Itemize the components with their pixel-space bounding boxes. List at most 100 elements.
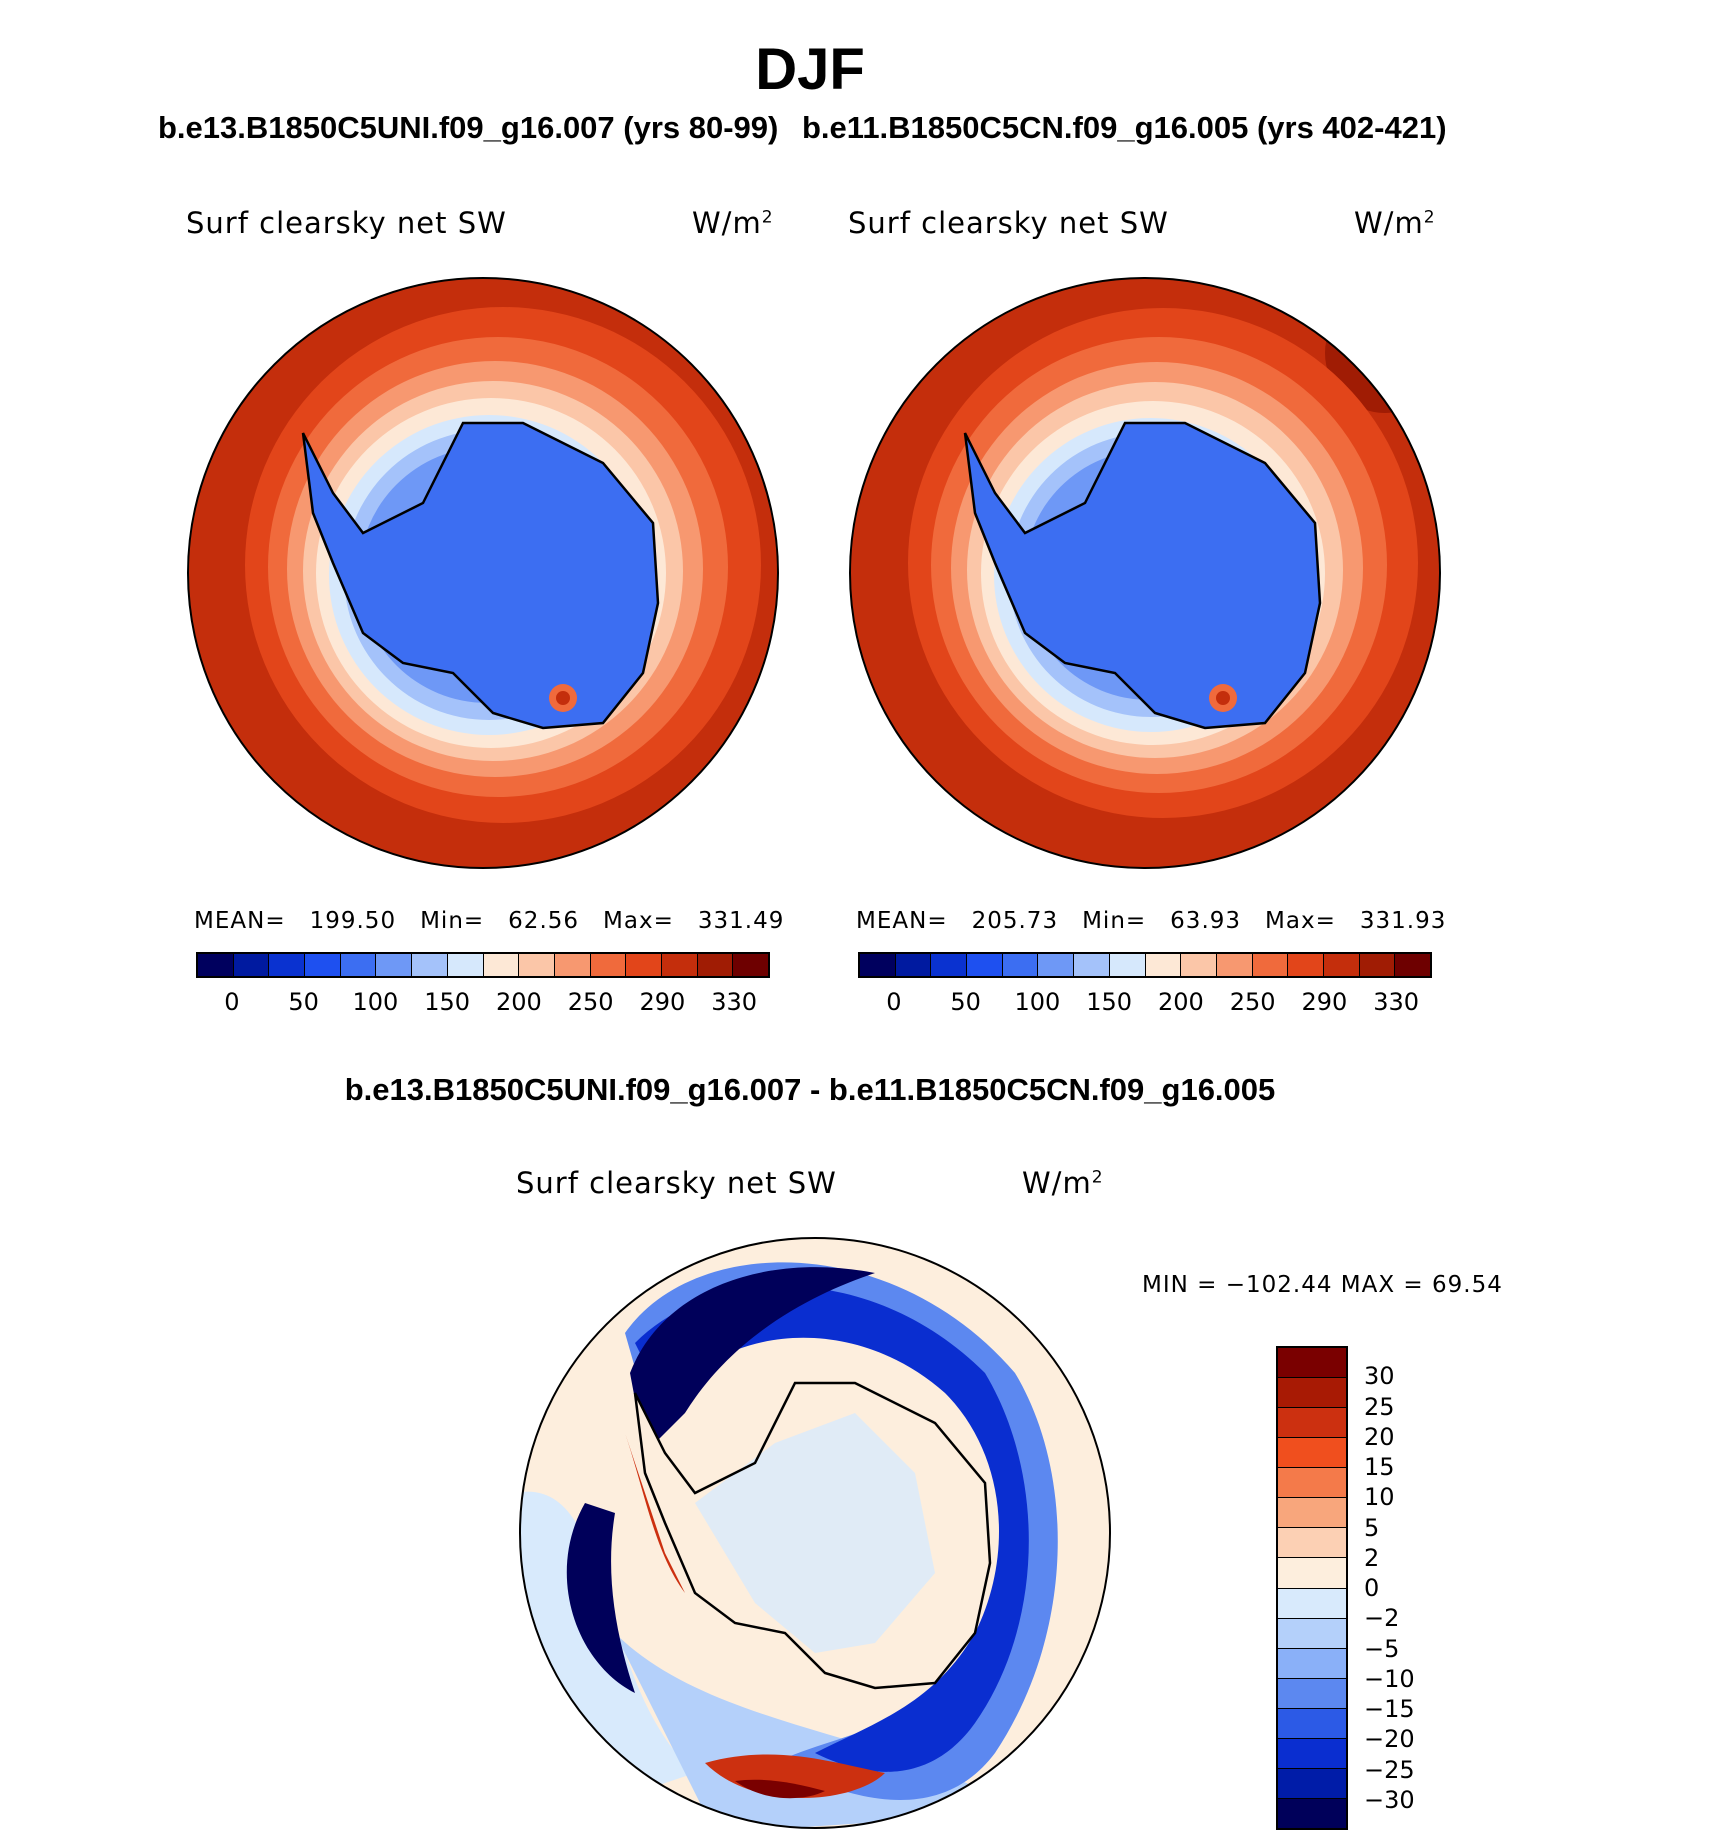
right-colorbar-ticks: 0 50 100 150 200 250 290 330 (858, 988, 1432, 1018)
diff-colorbar-tick-label: 2 (1364, 1543, 1380, 1572)
diff-minmax: MIN = −102.44 MAX = 69.54 (1142, 1272, 1503, 1298)
right-colorbar-swatch (931, 954, 968, 976)
left-colorbar-swatch (412, 954, 448, 976)
right-colorbar-swatch (1323, 954, 1360, 976)
left-min-value: 62.56 (508, 908, 580, 934)
diff-colorbar-tick-label: 5 (1364, 1513, 1380, 1542)
diff-units-label: W/m2 (1022, 1166, 1104, 1200)
diff-colorbar-tick-label: 20 (1364, 1422, 1395, 1451)
diff-variable-label: Surf clearsky net SW (516, 1166, 837, 1200)
left-polar-map (187, 277, 779, 869)
case2-header: b.e11.B1850C5CN.f09_g16.005 (yrs 402-421… (802, 110, 1447, 145)
right-mean-label: MEAN= (856, 908, 948, 934)
left-colorbar-swatch (305, 954, 341, 976)
left-min-label: Min= (420, 908, 485, 934)
right-colorbar-swatch (1002, 954, 1039, 976)
diff-colorbar-swatch (1278, 1708, 1346, 1739)
right-max-value: 331.93 (1359, 908, 1447, 934)
left-colorbar-swatch (590, 954, 627, 976)
diff-colorbar-swatch (1278, 1588, 1346, 1619)
right-max-label: Max= (1265, 908, 1336, 934)
right-stats: MEAN= 205.73 Min= 63.93 Max= 331.93 (856, 908, 1470, 934)
left-colorbar-swatch (626, 954, 662, 976)
diff-colorbar-tick-label: −25 (1364, 1755, 1415, 1784)
right-colorbar-tick-label: 200 (1157, 988, 1204, 1016)
diff-colorbar-swatch (1278, 1528, 1346, 1559)
right-colorbar-swatch (1038, 954, 1075, 976)
diff-colorbar-tick-label: 25 (1364, 1392, 1395, 1421)
diff-colorbar-swatch (1278, 1438, 1346, 1469)
left-colorbar-swatch (483, 954, 520, 976)
right-polar-map (849, 277, 1441, 869)
left-colorbar-tick-label: 100 (352, 988, 399, 1016)
diff-colorbar-swatch (1278, 1648, 1346, 1679)
diff-colorbar-swatch (1278, 1618, 1346, 1649)
left-colorbar-swatch (198, 954, 234, 976)
diff-colorbar-swatch (1278, 1798, 1346, 1828)
left-colorbar-swatch (233, 954, 270, 976)
right-colorbar-tick-label: 50 (950, 988, 981, 1016)
diff-colorbar-tick-label: 15 (1364, 1453, 1395, 1481)
left-colorbar-tick-label: 150 (424, 988, 471, 1016)
left-stats: MEAN= 199.50 Min= 62.56 Max= 331.49 (194, 908, 808, 934)
diff-colorbar-tick-label: 30 (1364, 1362, 1395, 1391)
diff-polar-map (519, 1237, 1111, 1829)
left-colorbar-tick-label: 50 (288, 988, 319, 1016)
left-mean-label: MEAN= (194, 908, 286, 934)
diff-colorbar-swatch (1278, 1738, 1346, 1769)
right-colorbar-tick-label: 290 (1301, 988, 1348, 1016)
season-title: DJF (755, 37, 865, 102)
left-variable-label: Surf clearsky net SW (186, 206, 507, 240)
right-colorbar-tick-label: 150 (1086, 988, 1133, 1016)
diff-colorbar-swatch (1278, 1468, 1346, 1499)
right-colorbar (858, 952, 1432, 978)
left-colorbar-ticks: 0 50 100 150 200 250 290 330 (196, 988, 770, 1018)
diff-colorbar-tick-label: −30 (1364, 1785, 1415, 1814)
diff-colorbar-swatch (1278, 1558, 1346, 1589)
diff-colorbar-tick-label: 10 (1364, 1483, 1395, 1512)
diff-colorbar-tick-label: −20 (1364, 1725, 1415, 1754)
right-units-label: W/m2 (1354, 206, 1436, 240)
right-min-label: Min= (1082, 908, 1147, 934)
right-colorbar-swatch (1252, 954, 1289, 976)
diff-colorbar-tick-label: −2 (1364, 1604, 1400, 1633)
diff-colorbar-tick-label: −10 (1364, 1664, 1415, 1693)
diff-colorbar-tick-label: 0 (1364, 1574, 1380, 1602)
diff-colorbar-swatch (1278, 1408, 1346, 1439)
diff-colorbar-swatch (1278, 1768, 1346, 1799)
right-mean-value: 205.73 (971, 908, 1059, 934)
left-max-value: 331.49 (697, 908, 785, 934)
right-colorbar-swatch (1109, 954, 1146, 976)
left-colorbar-swatch (733, 954, 768, 976)
left-max-label: Max= (603, 908, 674, 934)
right-colorbar-swatch (1395, 954, 1430, 976)
left-colorbar-swatch (519, 954, 555, 976)
diff-colorbar-tick-label: −15 (1364, 1695, 1415, 1723)
right-colorbar-swatch (1074, 954, 1110, 976)
right-colorbar-swatch (1181, 954, 1217, 976)
left-colorbar-swatch (554, 954, 591, 976)
right-min-value: 63.93 (1170, 908, 1242, 934)
left-mean-value: 199.50 (309, 908, 397, 934)
left-colorbar-tick-label: 290 (639, 988, 686, 1016)
diff-colorbar-swatch (1278, 1348, 1346, 1379)
left-colorbar-swatch (269, 954, 306, 976)
right-colorbar-tick-label: 330 (1373, 988, 1420, 1016)
left-units-label: W/m2 (692, 206, 774, 240)
diff-colorbar-ticks: 30 25 20 15 10 5 2 0 −2 −5 −10 −15 −20 −25 −30 (1364, 1346, 1444, 1830)
right-colorbar-swatch (967, 954, 1003, 976)
right-colorbar-swatch (895, 954, 932, 976)
left-colorbar-tick-label: 330 (711, 988, 758, 1016)
left-colorbar-swatch (661, 954, 698, 976)
left-colorbar-swatch (340, 954, 377, 976)
case1-header: b.e13.B1850C5UNI.f09_g16.007 (yrs 80-99) (158, 110, 779, 145)
right-colorbar-swatch (860, 954, 896, 976)
left-colorbar-tick-label: 200 (495, 988, 542, 1016)
left-colorbar-swatch (447, 954, 484, 976)
right-variable-label: Surf clearsky net SW (848, 206, 1169, 240)
right-colorbar-tick-label: 100 (1014, 988, 1061, 1016)
diff-colorbar-swatch (1278, 1378, 1346, 1409)
right-colorbar-swatch (1216, 954, 1253, 976)
diff-colorbar-swatch (1278, 1678, 1346, 1709)
right-colorbar-swatch (1288, 954, 1324, 976)
